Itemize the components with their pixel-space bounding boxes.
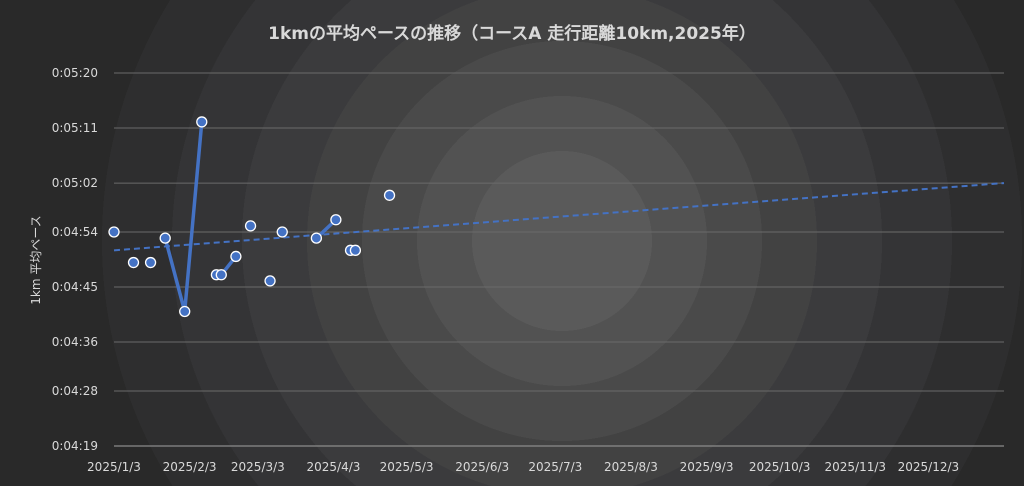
x-tick-label: 2025/11/3 [824,460,886,474]
x-tick-label: 2025/2/3 [163,460,217,474]
data-point [383,189,396,201]
x-tick-label: 2025/1/3 [87,460,141,474]
data-point [215,269,227,281]
x-axis-ticks: 2025/1/3 2025/2/3 2025/3/3 2025/4/3 2025/5/3… [87,460,959,474]
gridlines [114,72,1004,447]
data-point [349,244,362,256]
x-tick-label: 2025/9/3 [680,460,734,474]
data-points [108,116,396,318]
data-point [159,232,171,244]
data-point [310,232,323,244]
x-tick-label: 2025/12/3 [898,460,960,474]
y-tick-label: 0:05:02 [52,176,98,190]
x-tick-label: 2025/3/3 [231,460,285,474]
data-point [196,116,208,128]
data-point [127,256,140,269]
data-point [230,250,242,263]
trendline [113,182,1005,252]
y-tick-label: 0:04:28 [52,384,98,398]
y-tick-label: 0:04:45 [52,280,98,294]
x-tick-label: 2025/5/3 [380,460,434,474]
chart-title: 1kmの平均ペースの推移（コースA 走行距離10km,2025年） [268,23,756,44]
y-tick-label: 0:05:11 [52,121,98,135]
data-point [144,256,157,269]
y-axis-ticks: 0:04:19 0:04:28 0:04:36 0:04:45 0:04:54 0:05:… [52,66,98,453]
x-tick-label: 2025/10/3 [749,460,811,474]
data-point [179,305,191,318]
trendline-path [113,182,1005,252]
y-tick-label: 0:04:36 [52,335,98,349]
series-line-segment [163,121,204,314]
data-point [330,214,342,226]
y-tick-label: 0:05:20 [52,66,98,80]
x-tick-label: 2025/8/3 [604,460,658,474]
x-tick-label: 2025/6/3 [455,460,509,474]
data-point [264,275,276,287]
y-tick-label: 0:04:19 [52,439,98,453]
y-axis-label: 1km 平均ペース [29,215,43,305]
data-point [276,226,288,238]
x-tick-label: 2025/7/3 [528,460,582,474]
x-tick-label: 2025/4/3 [306,460,360,474]
y-tick-label: 0:04:54 [52,225,98,239]
data-point [244,220,257,232]
data-point [108,226,120,238]
series-lines [163,121,338,314]
